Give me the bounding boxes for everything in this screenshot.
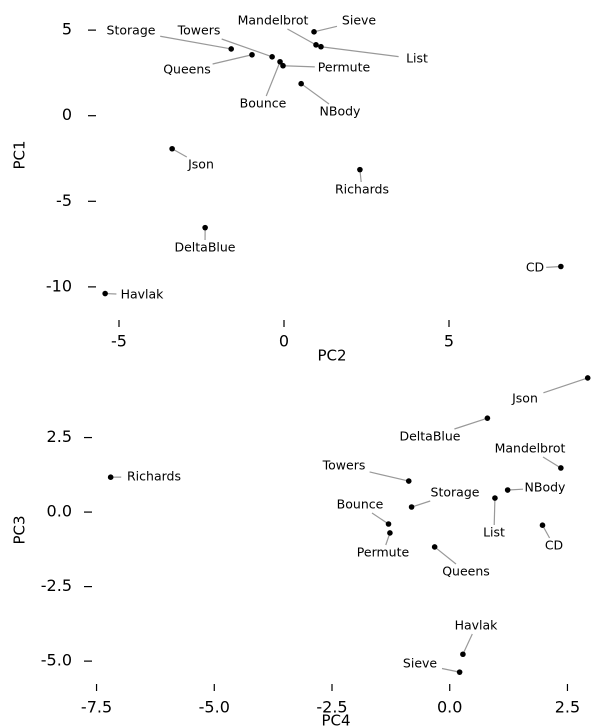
point [484,415,491,421]
point [456,669,463,675]
y-tick-label: 5 [62,20,72,39]
leader-line [212,54,253,65]
leader-line [371,512,389,525]
point [539,522,546,528]
x-tick-label: 2.5 [555,698,580,717]
point-label: Bounce [240,96,287,111]
point-label: Queens [163,62,211,77]
point-label: Permute [357,545,410,560]
point-label: Richards [335,182,389,197]
point-label: Json [511,391,538,406]
x-tick-label: -7.5 [81,698,112,717]
point-label: Queens [442,564,490,579]
leader-line [265,61,281,97]
y-tick-label: -10 [46,276,72,295]
point [107,474,114,481]
point [277,58,283,65]
point [558,465,564,471]
x-axis-title: PC2 [317,347,346,365]
point-label: Json [187,157,214,172]
point [311,29,317,35]
point-label: Permute [318,60,371,75]
point-label: Richards [127,469,181,484]
point [228,46,234,52]
y-axis-title: PC1 [11,140,29,169]
point [169,145,175,152]
point-label: NBody [525,480,567,495]
point-label: List [483,525,505,540]
point [385,521,392,527]
point-label: NBody [320,104,362,119]
x-tick-label: -5 [111,332,127,351]
leader-line [493,498,496,526]
point-label: DeltaBlue [174,240,235,255]
leader-line [300,83,330,105]
leader-line [542,456,562,469]
x-tick-label: 5 [444,332,454,351]
leader-line [434,546,457,565]
point [318,43,324,50]
point [504,487,511,493]
leader-line [411,500,431,508]
y-tick-label: -2.5 [41,576,72,595]
leader-line [160,35,232,50]
point [460,651,466,658]
leader-line [287,28,317,46]
point [202,224,208,231]
point [298,80,304,87]
point [269,54,275,60]
point-label: Havlak [121,287,165,302]
point [405,478,412,484]
point [584,375,591,381]
point-label: Storage [431,485,480,500]
point-label: Sieve [403,656,437,671]
y-axis-title: PC3 [11,515,29,544]
point-label: Mandelbrot [495,441,566,456]
leader-line [171,148,188,158]
point [492,495,498,501]
leader-line [282,65,315,68]
point-label: Bounce [337,497,384,512]
leader-line [221,38,273,58]
point [357,166,363,173]
x-tick-label: 0.0 [437,698,462,717]
point-label: Storage [107,23,156,38]
point [431,544,438,550]
point-label: Towers [177,23,221,38]
x-tick-label: -2.5 [316,698,347,717]
leader-line [462,633,473,655]
point [102,290,108,297]
y-tick-label: 0 [62,105,72,124]
y-tick-label: -5 [56,191,72,210]
point-label: DeltaBlue [399,429,460,444]
point [408,504,415,510]
point-label: CD [526,260,544,275]
leader-line [369,471,409,482]
point [387,530,393,536]
point-label: CD [545,538,563,553]
leader-line [313,25,338,33]
leader-line [320,46,399,58]
y-tick-label: 0.0 [47,502,72,521]
point [558,263,564,270]
leader-line [441,667,460,673]
point [249,51,255,58]
x-tick-label: 0 [279,332,289,351]
point-label: Sieve [342,13,376,28]
point-label: Mandelbrot [238,13,309,28]
x-tick-label: -5.0 [199,698,230,717]
point-label: Towers [322,458,366,473]
leader-line [454,417,488,430]
point [280,62,286,69]
leader-line [543,377,588,394]
y-tick-label: -5.0 [41,651,72,670]
point [313,42,319,48]
y-tick-label: 2.5 [47,427,72,446]
point-label: List [406,51,428,66]
x-axis-title: PC4 [321,712,350,728]
point-label: Havlak [455,618,499,633]
